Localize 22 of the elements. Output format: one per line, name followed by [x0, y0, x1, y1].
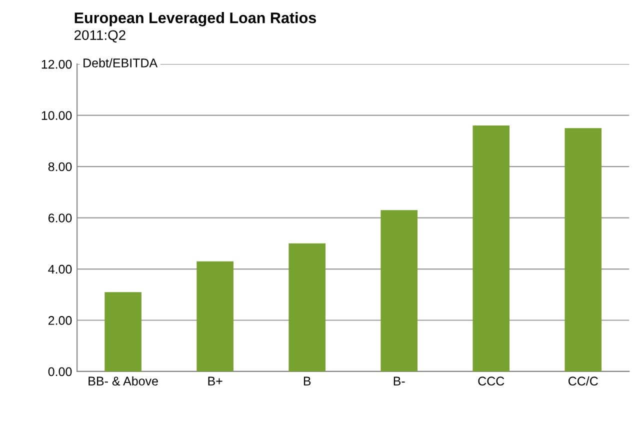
x-tick-label: B+: [208, 376, 222, 386]
x-tick-label: B-: [394, 376, 405, 386]
chart-subtitle: 2011:Q2: [74, 30, 126, 43]
bar: [288, 243, 326, 372]
x-tick-label: CCC: [478, 376, 504, 386]
y-axis-title: Debt/EBITDA: [84, 58, 158, 68]
bar: [196, 261, 234, 372]
chart-title: European Leveraged Loan Ratios: [74, 12, 316, 26]
bar: [564, 128, 602, 372]
bar: [104, 292, 142, 372]
x-tick-label: CC/C: [568, 376, 598, 386]
x-tick-label: B: [304, 376, 311, 386]
x-tick-label: BB- & Above: [88, 376, 158, 386]
y-tick-label: 8.00: [48, 162, 72, 172]
y-tick-label: 4.00: [48, 264, 72, 274]
bar: [472, 126, 510, 372]
y-tick-label: 2.00: [48, 316, 72, 325]
y-tick-label: 12.00: [42, 60, 72, 69]
y-tick-label: 0.00: [48, 367, 72, 376]
y-tick-label: 6.00: [48, 214, 72, 222]
y-tick-label: 10.00: [42, 111, 72, 120]
bar: [380, 210, 418, 372]
